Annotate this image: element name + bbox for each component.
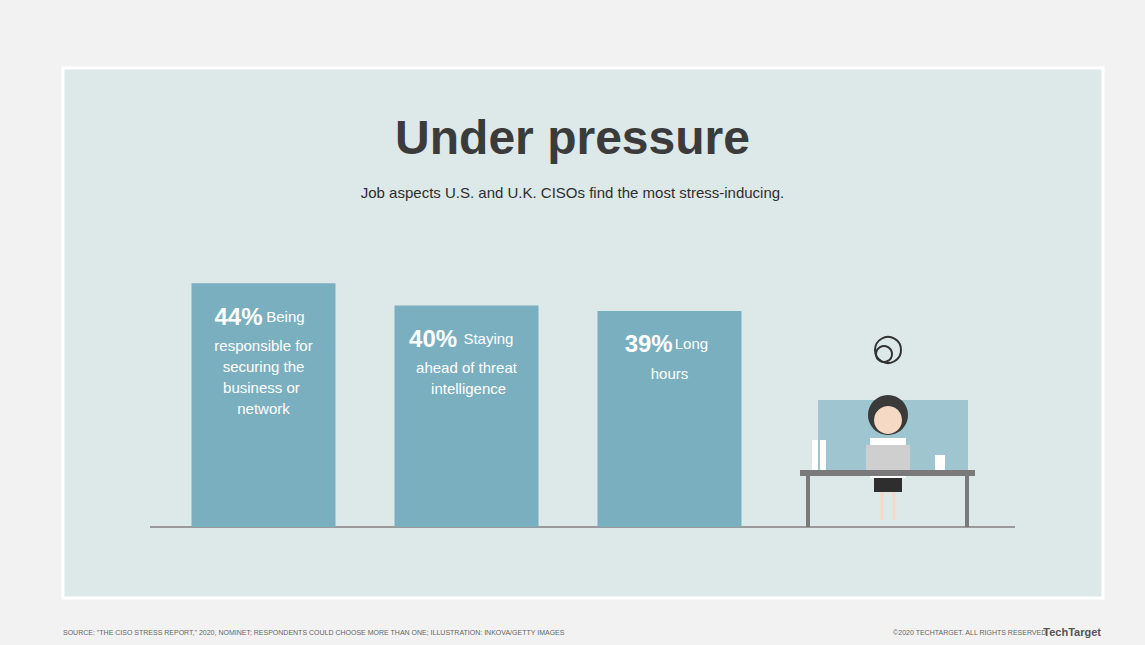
svg-text:Job aspects U.S. and U.K. CISO: Job aspects U.S. and U.K. CISOs find the… bbox=[361, 184, 785, 201]
svg-text:40%: 40% bbox=[409, 325, 457, 352]
svg-text:hours: hours bbox=[651, 365, 689, 382]
svg-text:©2020 TECHTARGET. ALL RIGHTS R: ©2020 TECHTARGET. ALL RIGHTS RESERVED bbox=[893, 629, 1046, 636]
svg-text:securing the: securing the bbox=[218, 358, 308, 375]
svg-text:business or: business or bbox=[223, 379, 304, 396]
svg-text:network: network bbox=[237, 400, 290, 417]
svg-text:44%: 44% bbox=[214, 303, 262, 330]
svg-text:39%: 39% bbox=[625, 330, 673, 357]
svg-text:intelligence: intelligence bbox=[427, 380, 506, 397]
svg-text:SOURCE: "THE CISO STRESS REPOR: SOURCE: "THE CISO STRESS REPORT," 2020, … bbox=[63, 629, 565, 636]
svg-text:TechTarget: TechTarget bbox=[1043, 626, 1101, 638]
svg-text:responsible for: responsible for bbox=[214, 337, 312, 354]
svg-text:Being: Being bbox=[266, 308, 309, 325]
svg-text:Long: Long bbox=[675, 335, 713, 352]
svg-text:Staying: Staying bbox=[463, 330, 517, 347]
svg-text:ahead of threat: ahead of threat bbox=[416, 359, 518, 376]
svg-text:Under pressure: Under pressure bbox=[395, 111, 750, 164]
